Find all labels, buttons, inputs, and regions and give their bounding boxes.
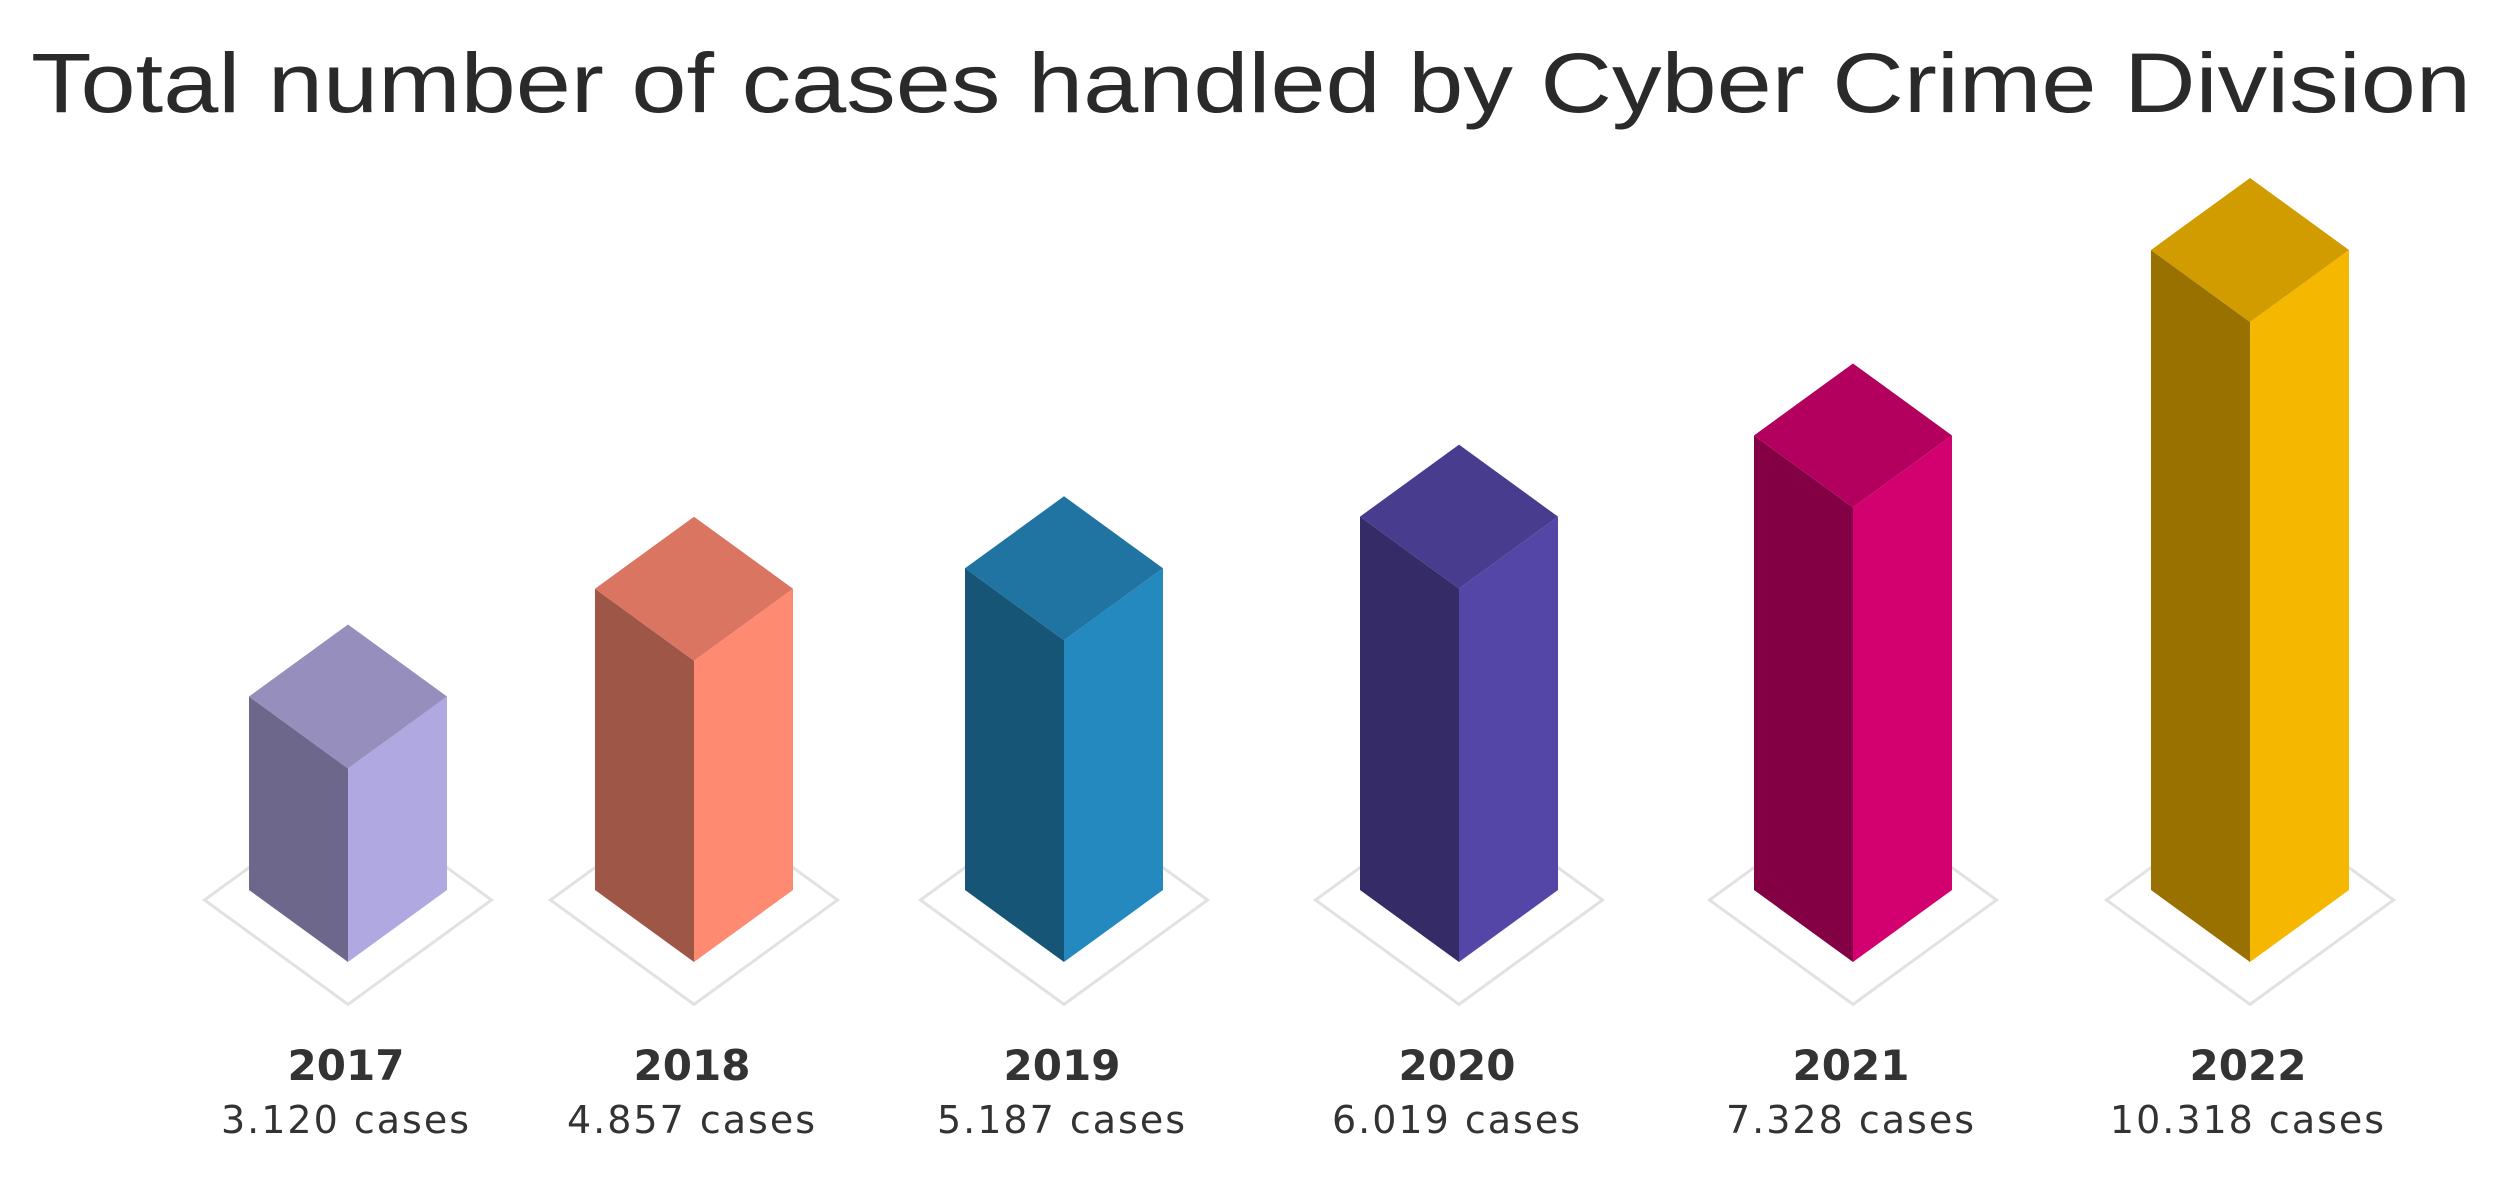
bar-left-face: [2151, 250, 2250, 962]
bar-left-face: [1360, 516, 1459, 962]
bar: [965, 496, 1163, 962]
bar-left-face: [249, 696, 348, 962]
category-label: 2017: [288, 1041, 405, 1090]
bar-left-face: [595, 588, 694, 962]
value-label: 4.857 cases: [567, 1098, 817, 1142]
bar-right-face: [1853, 435, 1952, 963]
value-label: 5.187 cases: [937, 1098, 1187, 1142]
bar: [1360, 444, 1558, 962]
bar-right-face: [1459, 516, 1558, 962]
value-label: 7.328 cases: [1726, 1098, 1976, 1142]
bar-top-face: [1754, 363, 1952, 508]
bar-left-face: [965, 568, 1064, 962]
category-label: 2019: [1004, 1041, 1121, 1090]
bar-top-face: [249, 624, 447, 769]
bar-top-face: [2151, 178, 2349, 322]
bar: [2151, 178, 2349, 962]
value-label: 10.318 cases: [2110, 1098, 2386, 1142]
bar-right-face: [2250, 250, 2349, 962]
category-label: 2018: [634, 1041, 751, 1090]
bar: [249, 624, 447, 962]
bar-top-face: [1360, 444, 1558, 589]
value-label: 6.019 cases: [1332, 1098, 1582, 1142]
bar-right-face: [348, 696, 447, 962]
bar-left-face: [1754, 435, 1853, 963]
bar-right-face: [694, 588, 793, 962]
bar-top-face: [965, 496, 1163, 641]
category-label: 2020: [1399, 1041, 1516, 1090]
bar-right-face: [1064, 568, 1163, 962]
category-label: 2021: [1793, 1041, 1910, 1090]
category-label: 2022: [2190, 1041, 2307, 1090]
chart-title: Total number of cases handled by Cyber C…: [31, 36, 2471, 130]
value-label: 3.120 cases: [221, 1098, 471, 1142]
bar: [595, 516, 793, 962]
bar: [1754, 363, 1952, 963]
bar-top-face: [595, 516, 793, 661]
